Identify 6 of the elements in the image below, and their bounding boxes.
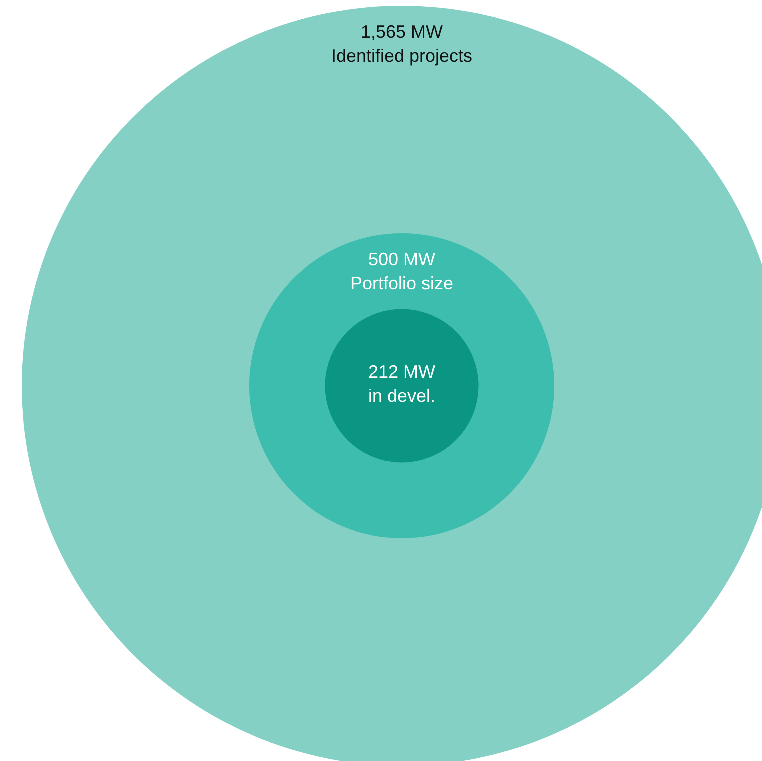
category-label: in devel.	[368, 386, 436, 406]
category-label: Identified projects	[331, 46, 473, 66]
data-label: 500 MW	[368, 249, 436, 270]
category-label: Portfolio size	[350, 273, 454, 294]
data-label: 1,565 MW	[360, 22, 444, 42]
data-label: 212 MW	[368, 362, 436, 382]
